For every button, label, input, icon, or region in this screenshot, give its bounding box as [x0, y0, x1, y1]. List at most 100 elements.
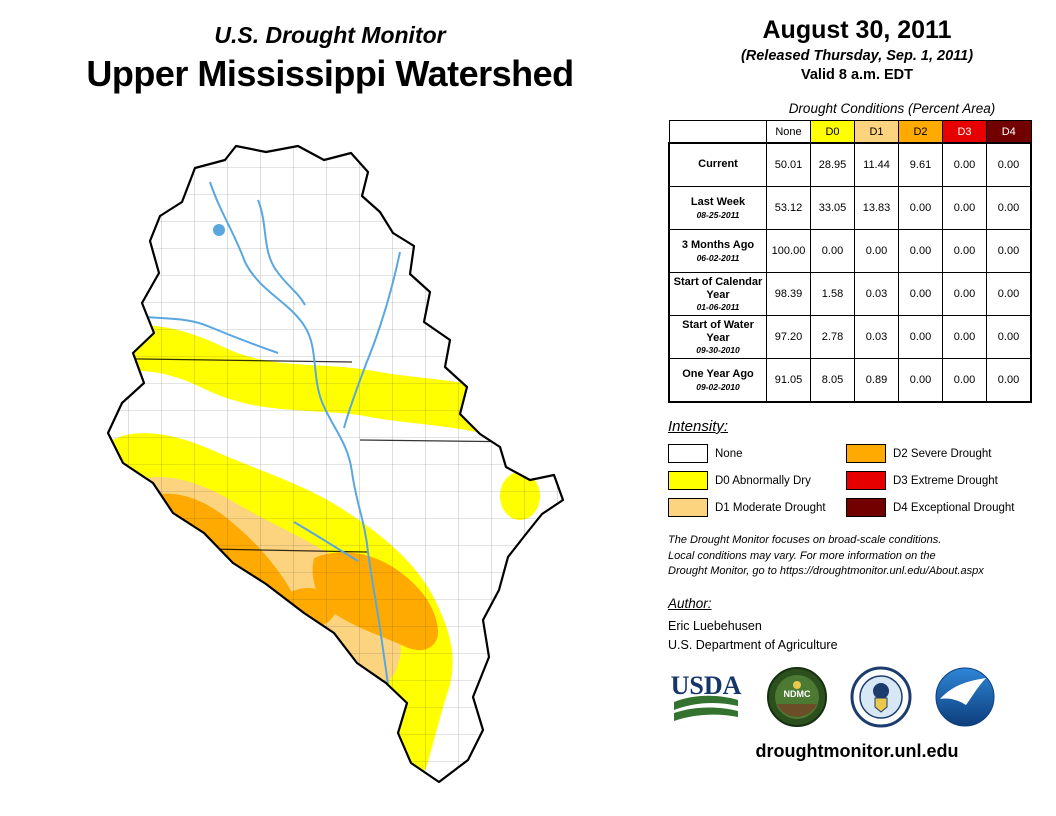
legend-label: D4 Exceptional Drought — [893, 501, 1015, 514]
author-name: Eric Luebehusen — [668, 618, 762, 633]
legend-swatch — [668, 471, 708, 490]
table-row: 3 Months Ago 06-02-2011 100.00 0.00 0.00 … — [668, 229, 1032, 273]
legend-item-d1: D1 Moderate Drought — [668, 498, 846, 517]
watershed-map-svg — [106, 144, 565, 784]
value-cell: 0.00 — [986, 229, 1032, 273]
info-panel: August 30, 2011 (Released Thursday, Sep.… — [668, 16, 1046, 762]
value-cell: 98.39 — [766, 272, 811, 316]
value-cell: 0.00 — [986, 315, 1032, 359]
legend-item-d2: D2 Severe Drought — [846, 444, 1014, 463]
region-title: Upper Mississippi Watershed — [86, 53, 574, 94]
value-cell: 0.00 — [986, 358, 1032, 403]
value-cell: 0.00 — [942, 358, 987, 403]
row-label: Start of Calendar Year 01-06-2011 — [668, 272, 767, 316]
lake-icon — [213, 224, 225, 236]
legend-swatch — [846, 498, 886, 517]
disclaimer-line: The Drought Monitor focuses on broad-sca… — [668, 534, 942, 546]
value-cell: 33.05 — [810, 186, 855, 230]
table-header-row: None D0 D1 D2 D3 D4 — [668, 120, 1032, 144]
value-cell: 0.00 — [986, 186, 1032, 230]
value-cell: 0.00 — [898, 229, 943, 273]
value-cell: 0.03 — [854, 315, 899, 359]
value-cell: 97.20 — [766, 315, 811, 359]
legend-label: D0 Abnormally Dry — [715, 474, 811, 487]
value-cell: 11.44 — [854, 142, 899, 187]
region-d0-west-patch — [108, 274, 112, 342]
value-cell: 0.89 — [854, 358, 899, 403]
legend-swatch — [846, 471, 886, 490]
drought-conditions-table: None D0 D1 D2 D3 D4 Current 50.01 28.95 … — [668, 120, 1032, 403]
intensity-legend: Intensity: None D0 Abnormally Dry D1 Mod… — [668, 418, 1046, 517]
value-cell: 13.83 — [854, 186, 899, 230]
legend-swatch — [668, 498, 708, 517]
report-title: U.S. Drought Monitor — [214, 22, 446, 48]
footer-url: droughtmonitor.unl.edu — [755, 741, 959, 762]
disclaimer-line: Drought Monitor, go to https://droughtmo… — [668, 565, 984, 578]
value-cell: 8.05 — [810, 358, 855, 403]
value-cell: 0.00 — [942, 229, 987, 273]
map-date: August 30, 2011 — [762, 16, 952, 44]
disclaimer-line: Local conditions may vary. For more info… — [668, 549, 936, 562]
value-cell: 28.95 — [810, 142, 855, 187]
author-block: Author: Eric Luebehusen U.S. Department … — [668, 596, 1046, 655]
value-cell: 1.58 — [810, 272, 855, 316]
column-header-d4: D4 — [986, 120, 1032, 144]
value-cell: 0.00 — [942, 142, 987, 187]
value-cell: 0.00 — [942, 186, 987, 230]
legend-label: None — [715, 447, 743, 460]
legend-label: D1 Moderate Drought — [715, 501, 826, 514]
value-cell: 0.00 — [898, 315, 943, 359]
column-header-d2: D2 — [898, 120, 943, 144]
legend-item-none: None — [668, 444, 846, 463]
table-row: Last Week 08-25-2011 53.12 33.05 13.83 0.… — [668, 186, 1032, 230]
column-header-d3: D3 — [942, 120, 987, 144]
agency-logos: USDA NDMC — [668, 666, 1046, 728]
legend-title: Intensity: — [668, 418, 729, 435]
usda-logo: USDA — [671, 671, 742, 722]
river-tributary-n — [257, 199, 306, 306]
title-block: U.S. Drought Monitor Upper Mississippi W… — [0, 22, 660, 95]
legend-item-d0: D0 Abnormally Dry — [668, 471, 846, 490]
column-header-d0: D0 — [810, 120, 855, 144]
table-corner — [668, 120, 767, 144]
release-date: (Released Thursday, Sep. 1, 2011) — [740, 48, 974, 64]
value-cell: 2.78 — [810, 315, 855, 359]
row-label: 3 Months Ago 06-02-2011 — [668, 229, 767, 273]
river-tributary-e — [343, 251, 401, 429]
table-row: Current 50.01 28.95 11.44 9.61 0.00 0.00 — [668, 142, 1032, 187]
column-header-d1: D1 — [854, 120, 899, 144]
row-label: Current — [668, 142, 767, 187]
disclaimer-text: The Drought Monitor focuses on broad-sca… — [668, 533, 1046, 580]
row-label: Start of Water Year 09-30-2010 — [668, 315, 767, 359]
row-label: Last Week 08-25-2011 — [668, 186, 767, 230]
author-heading: Author: — [668, 595, 712, 611]
value-cell: 0.00 — [898, 358, 943, 403]
table-row: Start of Water Year 09-30-2010 97.20 2.78… — [668, 315, 1032, 359]
value-cell: 0.00 — [942, 315, 987, 359]
value-cell: 0.00 — [854, 229, 899, 273]
column-header-none: None — [766, 120, 811, 144]
table-title: Drought Conditions (Percent Area) — [788, 101, 996, 116]
value-cell: 0.03 — [854, 272, 899, 316]
value-cell: 53.12 — [766, 186, 811, 230]
svg-text:USDA: USDA — [671, 671, 742, 700]
value-cell: 9.61 — [898, 142, 943, 187]
value-cell: 0.00 — [986, 272, 1032, 316]
value-cell: 0.00 — [898, 272, 943, 316]
value-cell: 91.05 — [766, 358, 811, 403]
commerce-seal-icon — [850, 666, 912, 728]
value-cell: 0.00 — [898, 186, 943, 230]
river-tributary-c — [293, 521, 359, 562]
table-row: Start of Calendar Year 01-06-2011 98.39 1… — [668, 272, 1032, 316]
legend-swatch — [668, 444, 708, 463]
ndmc-logo: NDMC — [767, 667, 827, 728]
value-cell: 0.00 — [942, 272, 987, 316]
row-label: One Year Ago 09-02-2010 — [668, 358, 767, 403]
noaa-logo — [935, 667, 995, 727]
value-cell: 50.01 — [766, 142, 811, 187]
value-cell: 0.00 — [810, 229, 855, 273]
valid-time: Valid 8 a.m. EDT — [800, 67, 913, 83]
author-org: U.S. Department of Agriculture — [668, 637, 838, 652]
value-cell: 0.00 — [986, 142, 1032, 187]
legend-item-d4: D4 Exceptional Drought — [846, 498, 1014, 517]
